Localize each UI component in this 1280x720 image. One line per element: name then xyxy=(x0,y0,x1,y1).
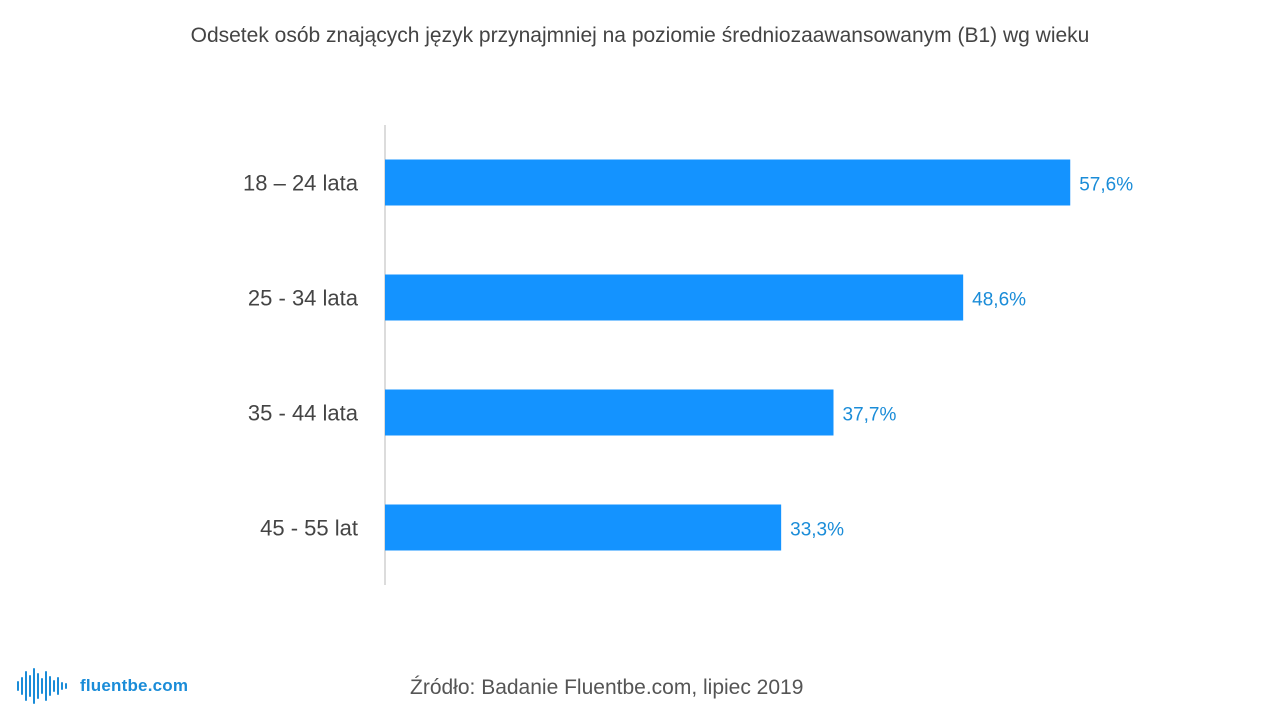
value-label: 48,6% xyxy=(972,290,1026,311)
sound-wave-icon xyxy=(17,668,67,704)
bar xyxy=(385,159,1071,206)
bar xyxy=(385,389,834,436)
value-label: 33,3% xyxy=(790,520,844,541)
source-note: Źródło: Badanie Fluentbe.com, lipiec 201… xyxy=(410,676,804,699)
brand-logo: fluentbe.com xyxy=(16,666,188,706)
value-label: 37,7% xyxy=(843,405,897,426)
category-label: 18 – 24 lata xyxy=(243,171,359,196)
category-label: 35 - 44 lata xyxy=(248,401,359,426)
chart-title: Odsetek osób znających język przynajmnie… xyxy=(190,24,1090,47)
category-label: 25 - 34 lata xyxy=(248,286,359,311)
bar xyxy=(385,504,782,551)
category-label: 45 - 55 lat xyxy=(260,516,358,541)
bar xyxy=(385,274,964,321)
value-label: 57,6% xyxy=(1079,175,1133,196)
bars-group: 18 – 24 lata 57,6% 25 - 34 lata 48,6% 35 - 4… xyxy=(243,159,1133,551)
brand-name: fluentbe.com xyxy=(80,676,189,695)
